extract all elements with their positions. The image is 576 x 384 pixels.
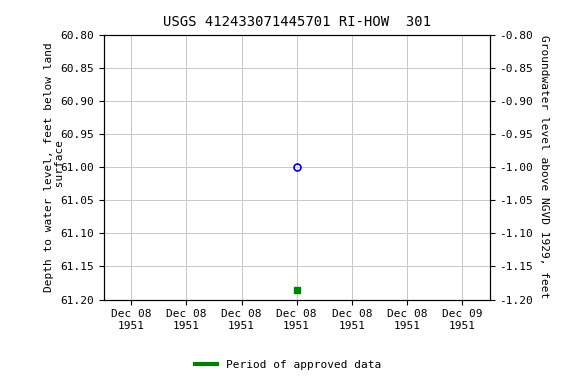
Y-axis label: Depth to water level, feet below land
 surface: Depth to water level, feet below land su…	[44, 42, 66, 292]
Title: USGS 412433071445701 RI-HOW  301: USGS 412433071445701 RI-HOW 301	[162, 15, 431, 29]
Y-axis label: Groundwater level above NGVD 1929, feet: Groundwater level above NGVD 1929, feet	[539, 35, 548, 299]
Legend: Period of approved data: Period of approved data	[191, 356, 385, 375]
